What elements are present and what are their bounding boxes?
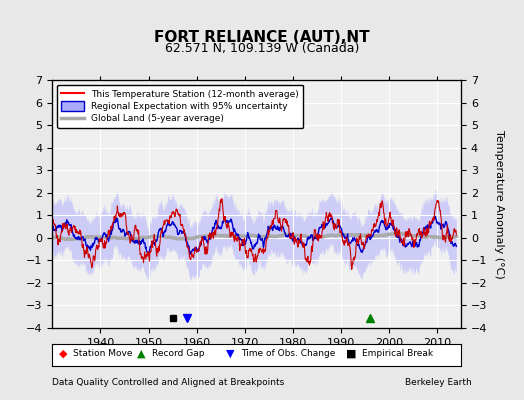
- Text: ◆: ◆: [59, 349, 67, 359]
- Text: Time of Obs. Change: Time of Obs. Change: [241, 350, 335, 358]
- Text: Station Move: Station Move: [73, 350, 133, 358]
- Text: ■: ■: [346, 349, 356, 359]
- Text: Data Quality Controlled and Aligned at Breakpoints: Data Quality Controlled and Aligned at B…: [52, 378, 285, 387]
- Text: ▼: ▼: [226, 349, 235, 359]
- Text: FORT RELIANCE (AUT),NT: FORT RELIANCE (AUT),NT: [154, 30, 370, 45]
- Text: 62.571 N, 109.139 W (Canada): 62.571 N, 109.139 W (Canada): [165, 42, 359, 55]
- Text: Record Gap: Record Gap: [152, 350, 204, 358]
- Text: Berkeley Earth: Berkeley Earth: [405, 378, 472, 387]
- Legend: This Temperature Station (12-month average), Regional Expectation with 95% uncer: This Temperature Station (12-month avera…: [57, 84, 303, 128]
- Y-axis label: Temperature Anomaly (°C): Temperature Anomaly (°C): [494, 130, 504, 278]
- Text: Empirical Break: Empirical Break: [362, 350, 433, 358]
- Text: ▲: ▲: [137, 349, 146, 359]
